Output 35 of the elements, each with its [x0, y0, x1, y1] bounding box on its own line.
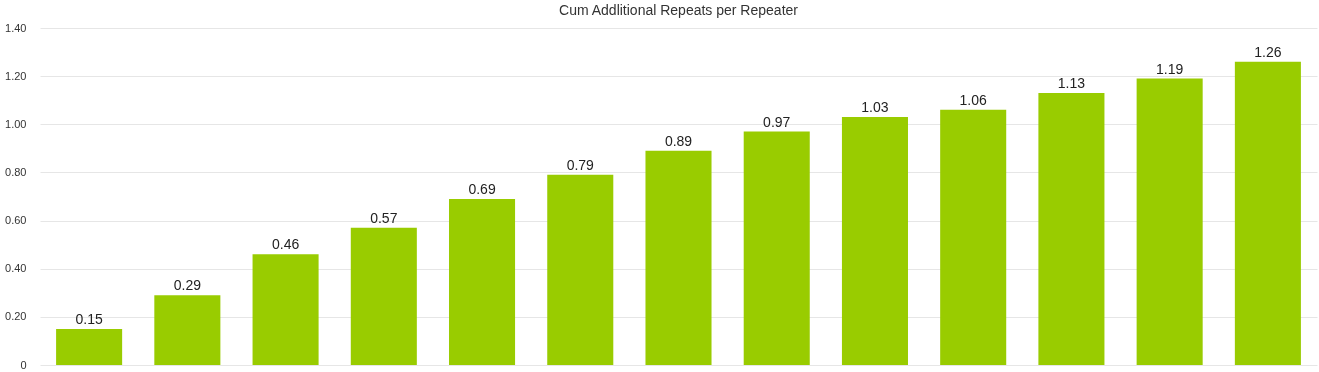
bar — [940, 109, 1007, 365]
bar — [1234, 61, 1301, 365]
bar — [350, 227, 417, 365]
data-label: 0.57 — [370, 209, 398, 226]
bar — [449, 198, 516, 365]
bar — [547, 174, 614, 365]
data-label: 1.03 — [861, 99, 889, 116]
bar — [841, 117, 908, 365]
y-tick-label: 0 — [20, 358, 27, 371]
data-label: 0.79 — [566, 156, 595, 173]
data-label: 0.46 — [271, 236, 300, 253]
data-label: 0.97 — [763, 113, 791, 130]
y-tick-label: 1.40 — [5, 21, 27, 34]
bar — [1136, 78, 1203, 365]
y-tick-label: 0.80 — [5, 165, 27, 178]
bar — [56, 328, 123, 365]
y-tick-label: 0.20 — [5, 310, 27, 323]
data-label: 1.19 — [1156, 60, 1184, 77]
y-tick-label: 0.60 — [5, 214, 27, 227]
data-label: 0.89 — [664, 132, 693, 149]
y-tick-label: 1.00 — [5, 117, 27, 130]
y-tick-label: 1.20 — [5, 69, 27, 82]
bar — [1038, 92, 1105, 365]
data-label: 0.69 — [468, 180, 496, 197]
data-label: 1.26 — [1254, 43, 1282, 60]
bar — [252, 254, 319, 365]
data-label: 1.06 — [959, 91, 988, 108]
chart-title: Cum Addlitional Repeats per Repeater — [559, 2, 799, 18]
y-tick-label: 0.40 — [5, 262, 27, 275]
bar — [743, 131, 810, 365]
bar — [645, 150, 712, 365]
data-label: 1.13 — [1057, 74, 1086, 91]
data-label: 0.15 — [75, 310, 103, 327]
data-label: 0.29 — [173, 277, 202, 294]
bar — [154, 295, 221, 365]
